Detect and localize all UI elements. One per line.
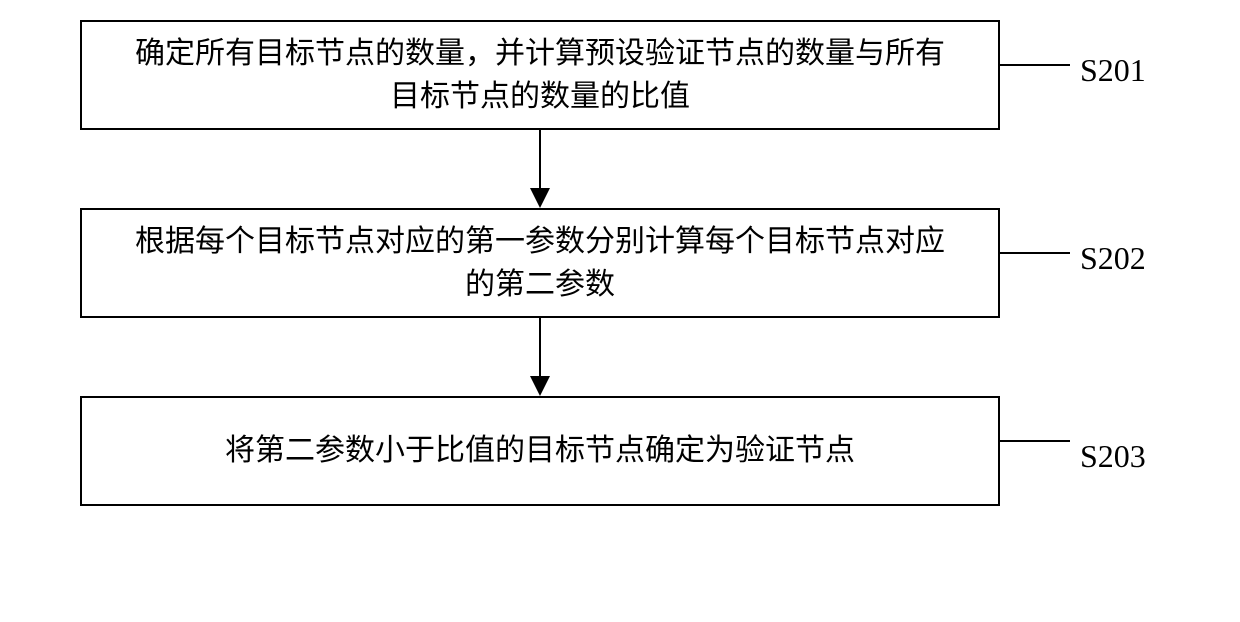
- label-connector: [1000, 64, 1070, 67]
- arrow-down: [80, 130, 1000, 208]
- flowchart-container: 确定所有目标节点的数量，并计算预设验证节点的数量与所有目标节点的数量的比值 S2…: [80, 20, 1160, 506]
- arrow-line: [539, 130, 542, 190]
- arrow-down: [80, 318, 1000, 396]
- step-box-s203: 将第二参数小于比值的目标节点确定为验证节点: [80, 396, 1000, 506]
- step-label-s202: S202: [1080, 240, 1146, 277]
- step-text: 根据每个目标节点对应的第一参数分别计算每个目标节点对应的第二参数: [122, 220, 958, 307]
- step-box-s202: 根据每个目标节点对应的第一参数分别计算每个目标节点对应的第二参数: [80, 208, 1000, 318]
- step-label-s201: S201: [1080, 52, 1146, 89]
- step-row: 将第二参数小于比值的目标节点确定为验证节点 S203: [80, 396, 1160, 506]
- label-connector: [1000, 252, 1070, 255]
- arrow-head-icon: [530, 376, 550, 396]
- label-connector: [1000, 440, 1070, 443]
- step-row: 确定所有目标节点的数量，并计算预设验证节点的数量与所有目标节点的数量的比值 S2…: [80, 20, 1160, 130]
- step-box-s201: 确定所有目标节点的数量，并计算预设验证节点的数量与所有目标节点的数量的比值: [80, 20, 1000, 130]
- step-text: 确定所有目标节点的数量，并计算预设验证节点的数量与所有目标节点的数量的比值: [122, 32, 958, 119]
- step-text: 将第二参数小于比值的目标节点确定为验证节点: [225, 429, 855, 473]
- step-row: 根据每个目标节点对应的第一参数分别计算每个目标节点对应的第二参数 S202: [80, 208, 1160, 318]
- step-label-s203: S203: [1080, 438, 1146, 475]
- arrow-head-icon: [530, 188, 550, 208]
- arrow-line: [539, 318, 542, 378]
